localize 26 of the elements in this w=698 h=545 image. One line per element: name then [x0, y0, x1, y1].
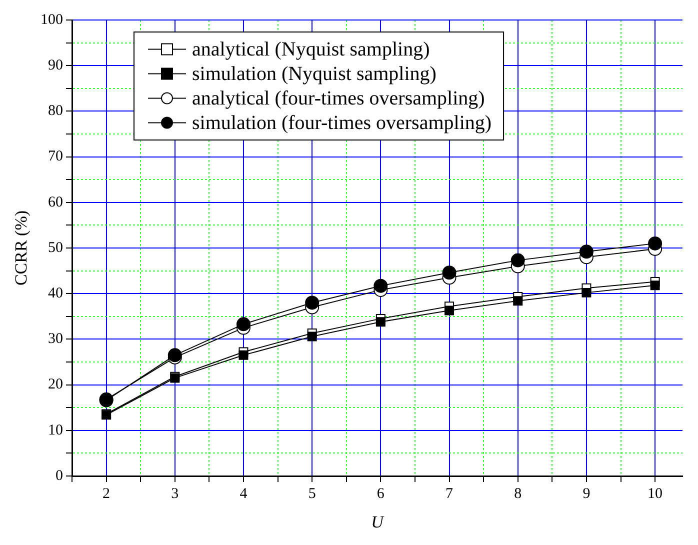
x-tick-label: 7 — [446, 486, 454, 502]
x-tick-label: 6 — [376, 486, 385, 502]
legend-label: analytical (Nyquist sampling) — [192, 38, 430, 60]
x-tick-label: 4 — [240, 486, 248, 502]
x-axis-title: U — [371, 512, 386, 532]
y-tick-label: 70 — [48, 148, 63, 165]
x-tick-label: 9 — [582, 486, 590, 502]
x-tick-label: 2 — [102, 486, 110, 502]
x-tick-label: 10 — [648, 486, 663, 502]
y-tick-label: 10 — [48, 422, 63, 438]
legend-label: simulation (four-times oversampling) — [192, 112, 492, 134]
legend-label: simulation (Nyquist sampling) — [192, 63, 436, 85]
y-tick-label: 90 — [48, 58, 63, 74]
y-tick-label: 40 — [48, 286, 63, 302]
y-axis-title: CCRR (%) — [12, 210, 31, 286]
x-tick-label: 8 — [514, 486, 522, 502]
x-tick-label: 5 — [308, 486, 316, 502]
y-tick-label: 100 — [40, 12, 63, 28]
y-tick-label: 50 — [48, 240, 63, 256]
y-tick-label: 20 — [48, 376, 63, 393]
x-tick-label: 3 — [171, 486, 179, 502]
legend-label: analytical (four-times oversampling) — [192, 88, 485, 110]
y-tick-label: 30 — [48, 331, 63, 348]
y-tick-label: 0 — [56, 468, 63, 484]
y-tick-label: 60 — [48, 194, 63, 210]
y-tick-label: 80 — [48, 103, 63, 120]
